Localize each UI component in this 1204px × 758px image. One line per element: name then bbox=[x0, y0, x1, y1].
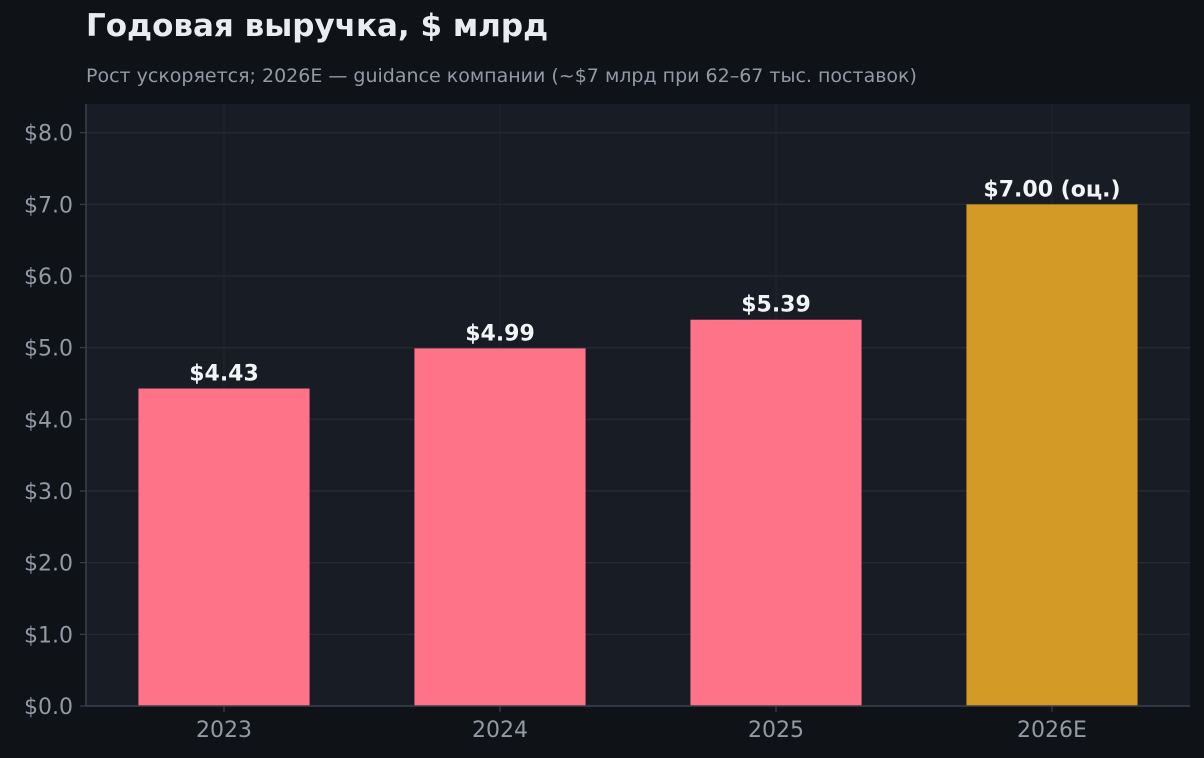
bar-value-label: $7.00 (оц.) bbox=[983, 177, 1120, 202]
y-tick-label: $8.0 bbox=[24, 122, 73, 147]
y-tick-label: $6.0 bbox=[24, 265, 73, 290]
bar bbox=[138, 388, 310, 706]
bar bbox=[690, 319, 862, 706]
chart-title: Годовая выручка, $ млрд bbox=[86, 8, 549, 44]
y-tick-label: $0.0 bbox=[24, 695, 73, 720]
chart-subtitle: Рост ускоряется; 2026E — guidance компан… bbox=[86, 65, 917, 87]
x-tick-label: 2026E bbox=[1017, 718, 1087, 743]
y-tick-label: $2.0 bbox=[24, 552, 73, 577]
x-tick-label: 2025 bbox=[748, 718, 804, 743]
bar-estimate bbox=[966, 204, 1138, 707]
x-tick-label: 2024 bbox=[472, 718, 528, 743]
bar bbox=[414, 348, 586, 706]
bar-value-label: $4.43 bbox=[189, 362, 259, 387]
y-tick-label: $3.0 bbox=[24, 480, 73, 505]
x-tick-label: 2023 bbox=[196, 718, 252, 743]
bar-value-label: $5.39 bbox=[741, 293, 811, 318]
y-tick-label: $1.0 bbox=[24, 623, 73, 648]
y-tick-label: $5.0 bbox=[24, 337, 73, 362]
y-tick-label: $4.0 bbox=[24, 408, 73, 433]
bar-value-label: $4.99 bbox=[465, 321, 535, 346]
y-tick-label: $7.0 bbox=[24, 193, 73, 218]
